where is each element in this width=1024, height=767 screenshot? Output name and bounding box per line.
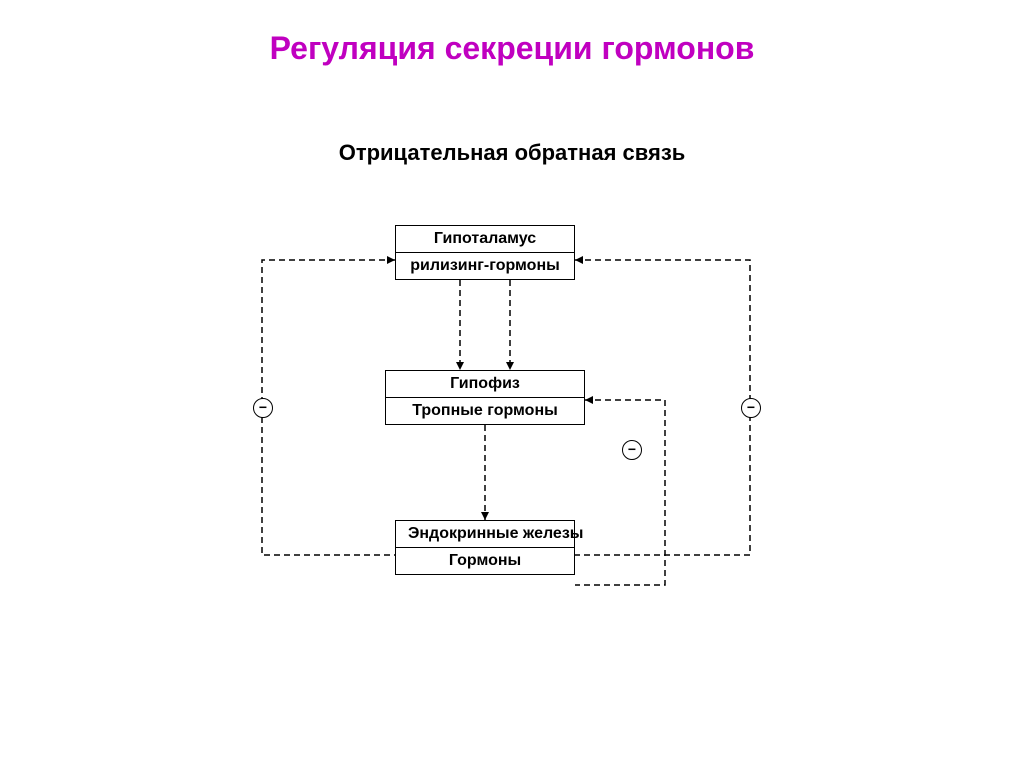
node-hypothalamus: Гипоталамус рилизинг-гормоны [395, 225, 575, 280]
node-pituitary-cell-1: Тропные гормоны [385, 397, 585, 425]
node-glands: Эндокринные железы Гормоны [395, 520, 575, 575]
subtitle: Отрицательная обратная связь [0, 140, 1024, 166]
node-pituitary: Гипофиз Тропные гормоны [385, 370, 585, 425]
minus-icon: − [622, 440, 642, 460]
node-hypothalamus-cell-1: рилизинг-гормоны [395, 252, 575, 280]
main-title: Регуляция секреции гормонов [0, 30, 1024, 67]
minus-icon: − [253, 398, 273, 418]
node-pituitary-cell-0: Гипофиз [385, 370, 585, 398]
node-glands-cell-1: Гормоны [395, 547, 575, 575]
node-hypothalamus-cell-0: Гипоталамус [395, 225, 575, 253]
slide: Регуляция секреции гормонов Отрицательна… [0, 0, 1024, 767]
node-glands-cell-0: Эндокринные железы [395, 520, 575, 548]
minus-icon: − [741, 398, 761, 418]
